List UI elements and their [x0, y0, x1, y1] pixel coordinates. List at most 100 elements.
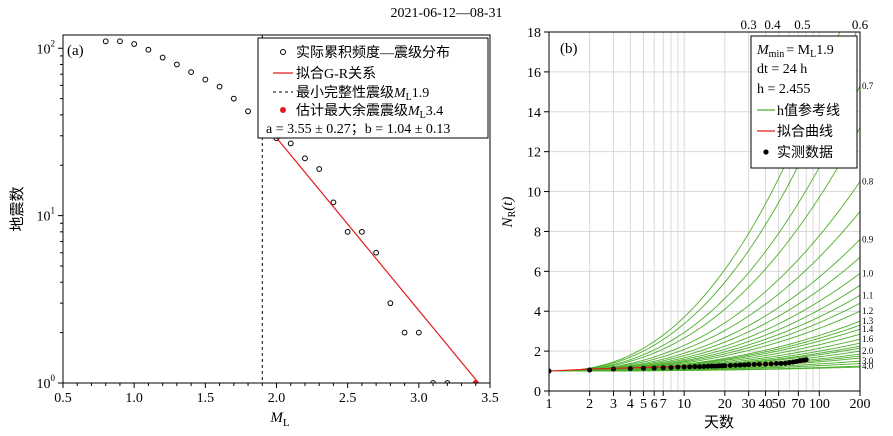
x-tick-label: 30 [742, 397, 756, 412]
observed-point [287, 140, 294, 147]
x-tick-label: 100 [809, 397, 830, 412]
observed-data-point [697, 364, 703, 370]
observed-point [330, 199, 337, 206]
observed-data-point [668, 365, 674, 371]
y-tick-label: 2 [534, 345, 541, 360]
observed-data-point [756, 361, 762, 367]
observed-point [430, 380, 436, 383]
x-tick-label: 6 [651, 397, 658, 412]
x-tick-label: 40 [759, 397, 773, 412]
observed-point [373, 249, 380, 256]
y-tick-label: 16 [527, 66, 541, 81]
x-tick-label: 5 [640, 397, 647, 412]
observed-data-point [778, 360, 784, 366]
observed-point [102, 38, 109, 45]
observed-data-point [727, 362, 733, 368]
observed-point [117, 38, 123, 45]
legend-b-entry-observed: 实测数据 [777, 145, 833, 161]
x-tick-label: 0.5 [54, 391, 72, 406]
x-tick-label: 3.0 [410, 391, 428, 406]
observed-point [216, 83, 223, 90]
y-tick-label: 18 [527, 26, 541, 41]
page-title: 2021-06-12—08-31 [390, 6, 503, 21]
legend-a-entry-gr-fit: 拟合G-R关系 [296, 66, 376, 82]
observed-point [131, 41, 138, 47]
x-tick-label: 200 [850, 397, 871, 412]
legend-a: 实际累积频度—震级分布 拟合G-R关系 最小完整性震级ML1.9 估计最大余震震… [257, 37, 489, 139]
h-curve-label: 0.8 [862, 177, 874, 187]
observed-point [188, 69, 195, 76]
legend-a-frame [257, 37, 489, 139]
panel-b-label: (b) [560, 41, 578, 57]
y-tick-label: 101 [37, 206, 56, 225]
legend-a-fit-params: a = 3.55 ± 0.27；b = 1.04 ± 0.13 [266, 122, 450, 137]
observed-data-point [746, 362, 752, 368]
observed-data-point [587, 367, 593, 373]
observed-point [159, 54, 166, 61]
h-reference-curve [549, 85, 860, 372]
observed-data-point [651, 365, 657, 371]
h-curve-label: 1.1 [862, 290, 873, 300]
h-curve-label: 1.6 [862, 334, 874, 344]
observed-data-point [681, 364, 687, 370]
legend-b: Mmin = ML1.9 dt = 24 h h = 2.455 h值参考线 拟合… [750, 35, 858, 169]
h-reference-curve [549, 365, 860, 372]
x-tick-label: 1.0 [125, 391, 143, 406]
axis-a-ylabel: 地震数 [9, 186, 26, 231]
panel-a: 0.5 1.0 1.5 2.0 2.5 3.0 3.5 100 101 102 (a) 实际累积频… [9, 34, 499, 429]
y-tick-label: 10 [527, 186, 541, 201]
y-tick-label: 0 [534, 385, 541, 400]
observed-point [316, 166, 323, 172]
y-tick-label: 8 [534, 225, 541, 240]
observed-data-point [782, 360, 788, 366]
gr-fit-line [261, 120, 480, 383]
h-curve-label: 1.4 [862, 324, 874, 334]
y-tick-label: 12 [527, 146, 541, 161]
observed-data-point [705, 363, 711, 369]
h-curve-label: 1.3 [862, 316, 874, 326]
h-curve-label: 3.0 [862, 356, 874, 366]
x-tick-label: 10 [677, 397, 691, 412]
observed-data-point [640, 365, 646, 371]
observed-data-point [763, 361, 769, 367]
observed-data-point [742, 362, 748, 368]
x-tick-label: 20 [718, 397, 732, 412]
observed-data-point [610, 366, 616, 372]
observed-point [387, 300, 394, 307]
observed-data-point [549, 368, 552, 374]
h-curve-label: 4.0 [862, 361, 874, 371]
y-tick-label: 102 [37, 38, 56, 57]
h-reference-curve [549, 127, 860, 372]
h-curve-label: 1.2 [862, 306, 873, 316]
legend-b-h: h = 2.455 [757, 82, 810, 97]
x-tick-label: 70 [791, 397, 805, 412]
observed-data-point [733, 362, 739, 368]
observed-point [401, 329, 408, 336]
legend-a-red-dot-swatch [280, 107, 286, 113]
x-tick-label: 2.5 [339, 391, 357, 406]
top-h-label: 0.3 [741, 17, 757, 32]
top-h-label: 0.6 [852, 17, 869, 32]
top-h-label: 0.5 [794, 17, 810, 32]
h-curve-label: 2.0 [862, 346, 874, 356]
observed-data-point [692, 364, 698, 370]
legend-b-dt: dt = 24 h [757, 62, 807, 77]
observed-data-point [737, 362, 743, 368]
x-tick-label: 1 [546, 397, 553, 412]
max-aftershock-point [472, 380, 479, 383]
observed-data-point [768, 361, 774, 367]
axis-b-xlabel: 天数 [704, 414, 734, 431]
observed-data-point [701, 363, 707, 369]
observed-point [444, 380, 451, 383]
legend-b-frame [750, 35, 858, 169]
legend-a-entry-max-aftershock: 估计最大余震震级ML3.4 [296, 102, 443, 121]
x-tick-label: 3 [610, 397, 617, 412]
observed-point [202, 76, 209, 83]
legend-b-black-dot-swatch [763, 149, 769, 155]
observed-point [344, 228, 351, 235]
observed-data-point [660, 365, 666, 371]
y-tick-label: 14 [527, 106, 541, 121]
observed-data-point [675, 364, 681, 370]
y-tick-label: 100 [37, 373, 56, 392]
